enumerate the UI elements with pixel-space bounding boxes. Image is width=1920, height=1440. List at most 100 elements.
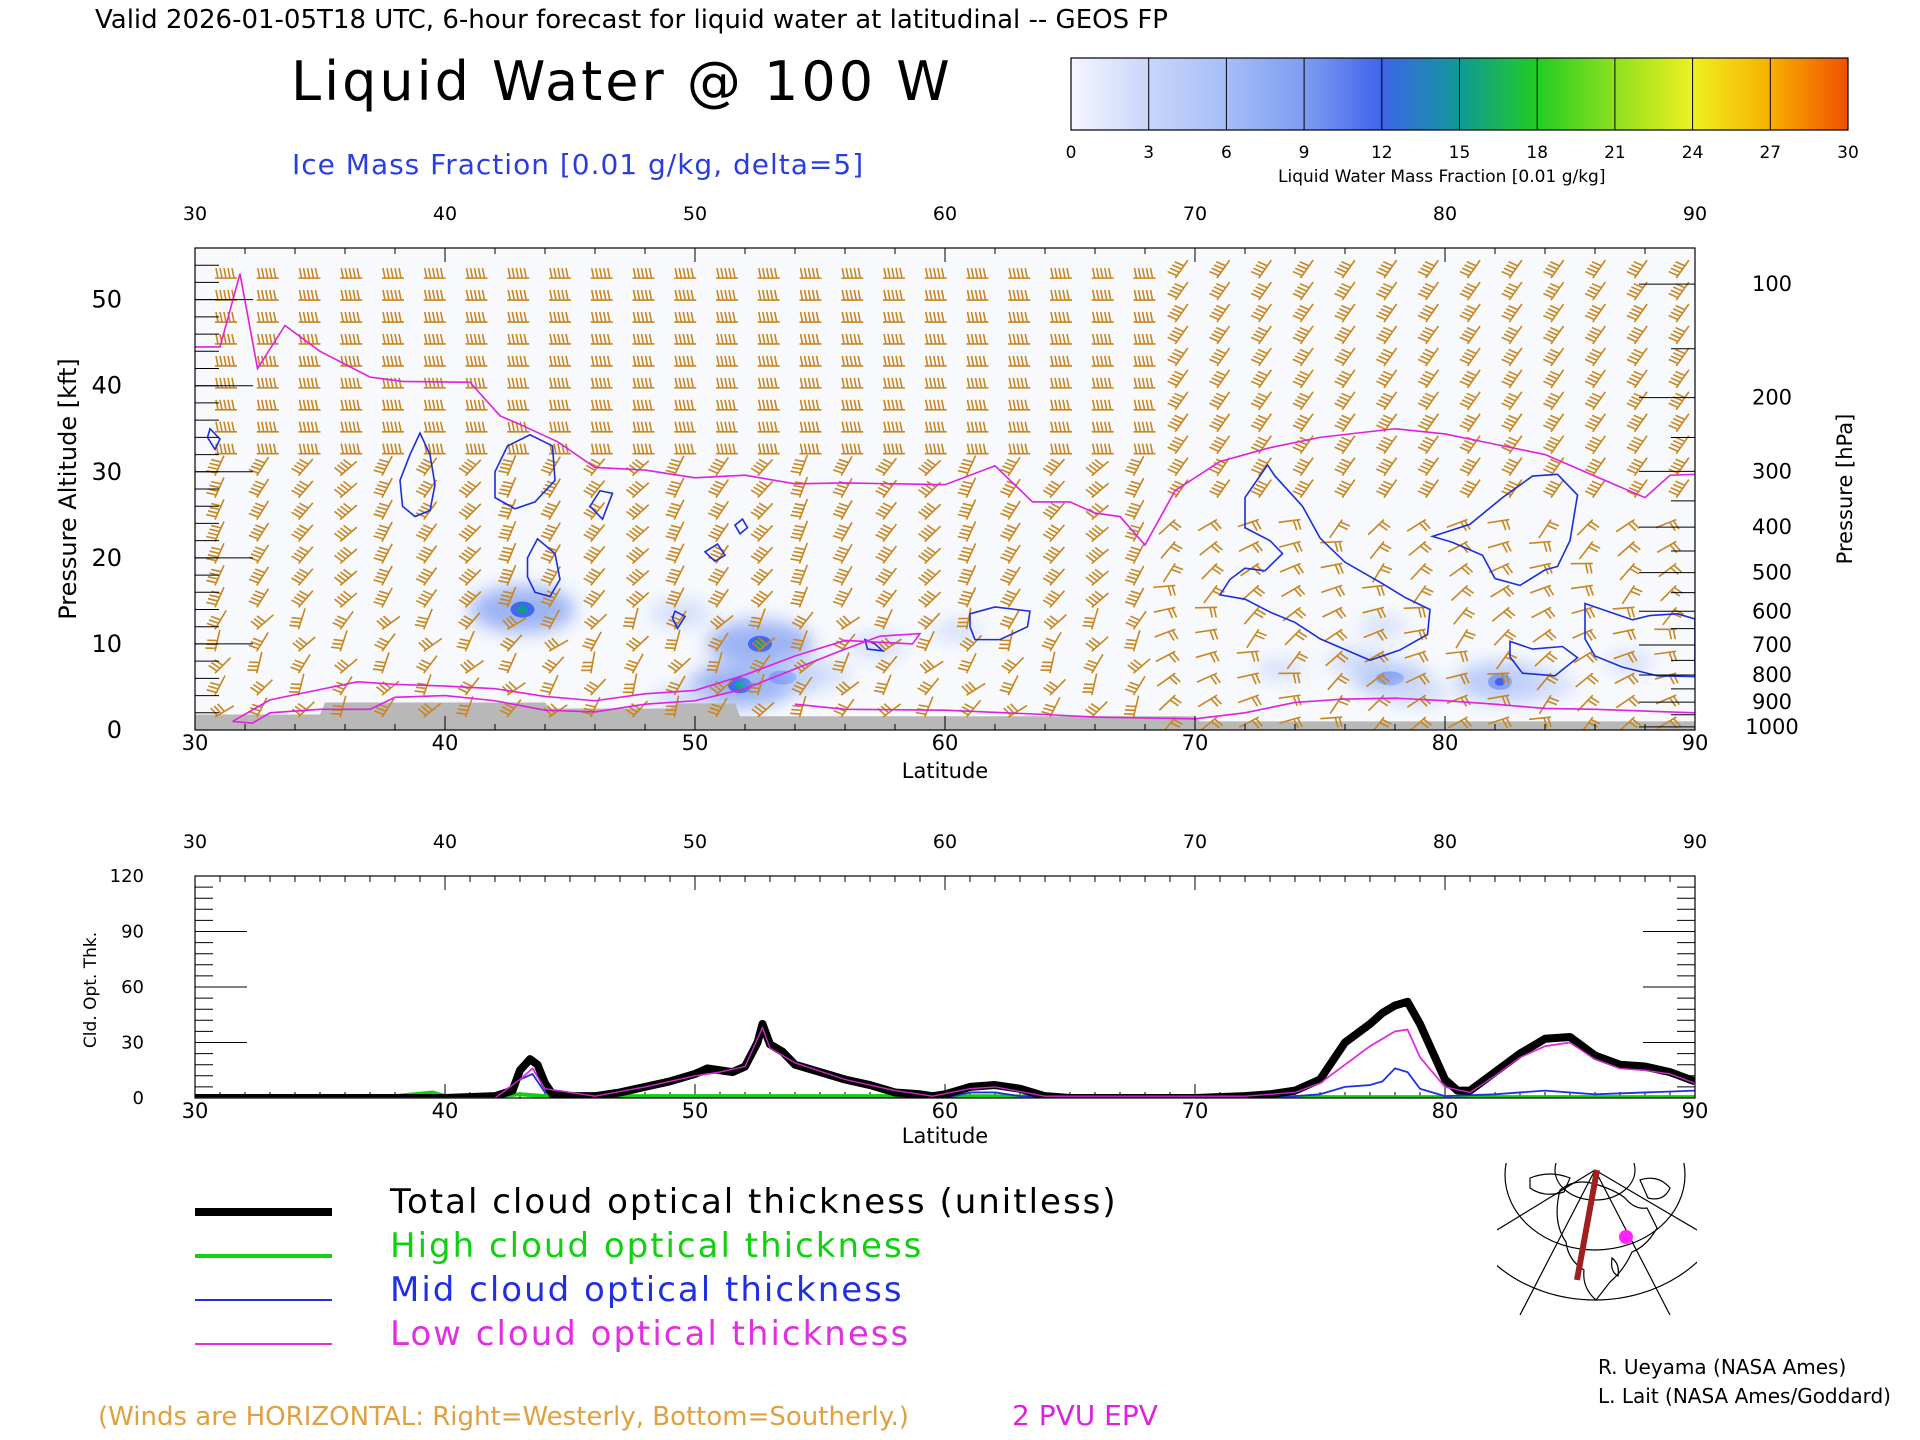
wind-barb-flag: [1149, 333, 1154, 345]
wind-barb-flag: [209, 550, 220, 555]
wind-barb: [248, 478, 270, 499]
wind-barb-staff: [1132, 587, 1145, 608]
wind-barb: [423, 289, 446, 301]
wind-barb-flag: [1256, 631, 1267, 637]
wind-barb-flag: [773, 421, 778, 432]
wind-barb-flag: [540, 468, 551, 474]
wind-barb-flag: [581, 711, 593, 716]
wind-barb-flag: [549, 311, 553, 323]
wind-barb-flag: [298, 637, 308, 645]
wind-barb-flag: [670, 661, 680, 670]
wind-barb-flag: [1250, 358, 1261, 365]
wind-barb-staff: [1132, 565, 1145, 586]
wind-barb-flag: [716, 355, 720, 367]
wind-barb-flag: [340, 527, 350, 535]
wind-barb: [1250, 413, 1273, 433]
wind-barb-flag: [794, 525, 805, 529]
wind-barb: [507, 289, 530, 301]
wind-barb: [799, 311, 822, 323]
wind-barb-flag: [561, 377, 565, 389]
wind-barb-flag: [1130, 524, 1141, 529]
wind-barb-flag: [895, 333, 899, 345]
wind-barb: [340, 355, 363, 367]
wind-barb-flag: [1047, 527, 1058, 534]
wind-barb-flag: [306, 443, 311, 454]
wind-barb-flag: [799, 311, 804, 323]
wind-barb-flag: [1004, 593, 1015, 599]
wind-barb-flag: [1050, 480, 1061, 487]
wind-barb-flag: [344, 399, 349, 410]
wind-barb: [1082, 607, 1099, 630]
wind-barb-flag: [936, 333, 941, 345]
wind-barb: [298, 443, 321, 455]
wind-barb-flag: [756, 593, 766, 600]
winds-note: (Winds are HORIZONTAL: Right=Westerly, B…: [98, 1402, 909, 1432]
legend-label-high: High cloud optical thickness: [390, 1226, 923, 1266]
wind-barb-flag: [1299, 282, 1310, 289]
wind-barb-flag: [1459, 490, 1470, 496]
wind-barb: [1320, 562, 1344, 575]
wind-barb-flag: [272, 289, 277, 301]
wind-barb-flag: [918, 489, 928, 497]
wind-barb-flag: [1126, 575, 1137, 580]
wind-barb-flag: [1547, 541, 1552, 552]
wind-barb-flag: [340, 461, 350, 470]
wind-barb-flag: [887, 267, 891, 279]
wind-barb-flag: [749, 686, 760, 690]
wind-barb-flag: [1084, 617, 1095, 620]
colorbar-segment: [1071, 58, 1150, 130]
wind-barb-flag: [1670, 333, 1681, 339]
wind-barb-staff: [1488, 562, 1510, 574]
wind-barb-flag: [1171, 330, 1182, 336]
wind-barb-flag: [268, 289, 273, 301]
wind-barb: [924, 267, 947, 279]
wind-barb-flag: [1626, 424, 1637, 431]
wind-barb-flag: [344, 289, 349, 301]
wind-barb-flag: [648, 399, 653, 410]
wind-barb-flag: [1422, 286, 1433, 292]
wind-barb: [1668, 479, 1690, 499]
wind-barb-flag: [964, 703, 974, 710]
wind-barb-flag: [1549, 348, 1560, 355]
wind-barb: [1199, 540, 1223, 556]
wind-barb-flag: [1668, 336, 1679, 343]
wind-barb-flag: [1376, 608, 1383, 619]
wind-barb-flag: [1130, 590, 1141, 595]
wind-barb-flag: [1381, 543, 1392, 550]
wind-barb-flag: [509, 615, 518, 625]
wind-barb-flag: [769, 355, 774, 367]
wind-barb-flag: [1016, 355, 1021, 367]
wind-barb-flag: [1461, 267, 1472, 274]
wind-barb-flag: [1670, 355, 1681, 361]
wind-barb-flag: [631, 461, 642, 469]
wind-barb-flag: [1004, 505, 1015, 512]
wind-barb-staff: [924, 503, 942, 521]
wind-barb-flag: [1171, 264, 1182, 270]
wind-barb-flag: [978, 355, 983, 367]
wind-barb: [1162, 563, 1184, 583]
wind-barb-flag: [1422, 674, 1430, 684]
wind-barb-flag: [1299, 326, 1310, 333]
wind-barb-flag: [631, 593, 642, 601]
wind-barb: [632, 333, 655, 345]
wind-barb: [1459, 391, 1481, 411]
wind-barb-flag: [1297, 564, 1305, 574]
wind-barb-flag: [834, 553, 845, 559]
wind-barb-flag: [1547, 483, 1558, 490]
wind-barb-flag: [584, 620, 594, 628]
wind-barb-flag: [1103, 399, 1108, 410]
wind-barb: [1167, 391, 1189, 411]
wind-barb-flag: [1543, 446, 1554, 452]
wind-barb-flag: [1423, 587, 1434, 593]
wind-barb-flag: [1133, 267, 1138, 279]
wind-barb-flag: [1042, 533, 1053, 540]
wind-barb: [540, 609, 560, 630]
wind-barb: [210, 703, 235, 718]
wind-barb-flag: [585, 637, 597, 643]
wind-barb-staff: [590, 480, 606, 499]
wind-barb: [790, 498, 809, 520]
wind-barb-staff: [256, 588, 270, 608]
wind-barb-flag: [219, 355, 223, 367]
colorbar-segment: [1381, 58, 1460, 130]
pressure-tick-label: 1000: [1745, 715, 1798, 739]
